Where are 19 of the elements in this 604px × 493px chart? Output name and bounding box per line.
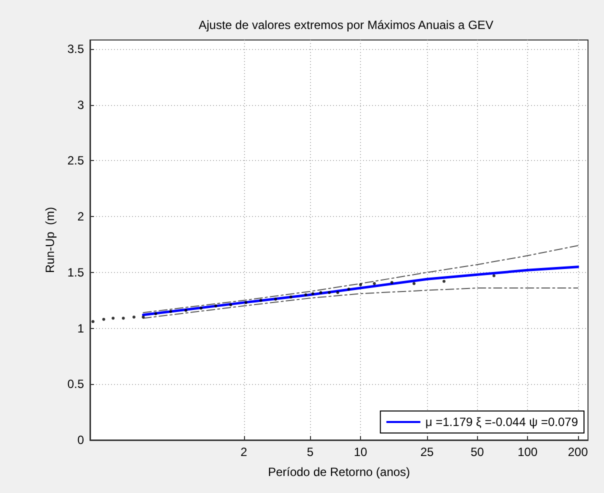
y-axis-title: Run-Up (m) xyxy=(43,206,57,274)
y-tick-label: 1.5 xyxy=(67,265,84,280)
x-tick-label: 50 xyxy=(470,445,484,459)
y-tick-label: 2 xyxy=(77,210,84,224)
x-axis-title: Período de Retorno (anos) xyxy=(268,465,410,479)
y-tick-label: 0.5 xyxy=(67,377,84,392)
legend-label: μ =1.179 ξ =-0.044 ψ =0.079 xyxy=(425,415,578,429)
x-tick-label: 25 xyxy=(420,445,434,459)
y-tick-label: 1 xyxy=(77,321,84,336)
y-tick-label: 3.5 xyxy=(67,42,84,56)
x-tick-label: 200 xyxy=(568,445,588,459)
x-tick-label: 100 xyxy=(518,445,538,459)
y-tick-label: 0 xyxy=(77,433,84,447)
chart-title: Ajuste de valores extremos por Máximos Anuais a GEV xyxy=(198,18,494,32)
x-tick-label: 10 xyxy=(354,445,368,459)
x-tick-label: 2 xyxy=(240,445,248,459)
x-tick-label: 5 xyxy=(306,445,314,459)
y-tick-label: 3 xyxy=(77,98,84,112)
y-tick-label: 2.5 xyxy=(67,154,84,168)
